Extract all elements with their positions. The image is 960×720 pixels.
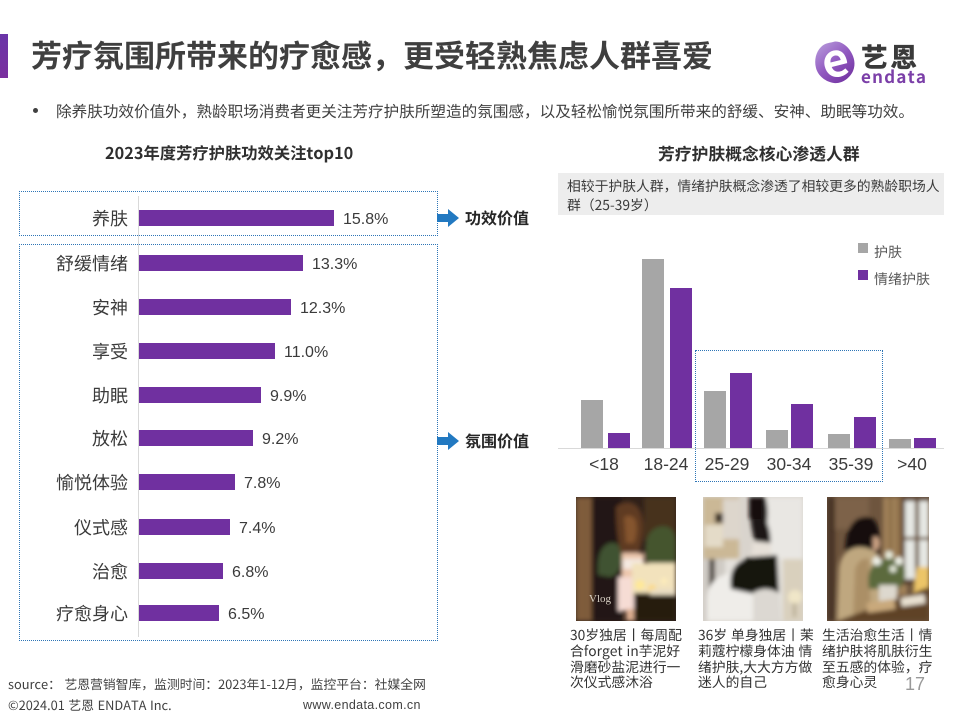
svg-text:Vlog: Vlog	[589, 593, 612, 605]
